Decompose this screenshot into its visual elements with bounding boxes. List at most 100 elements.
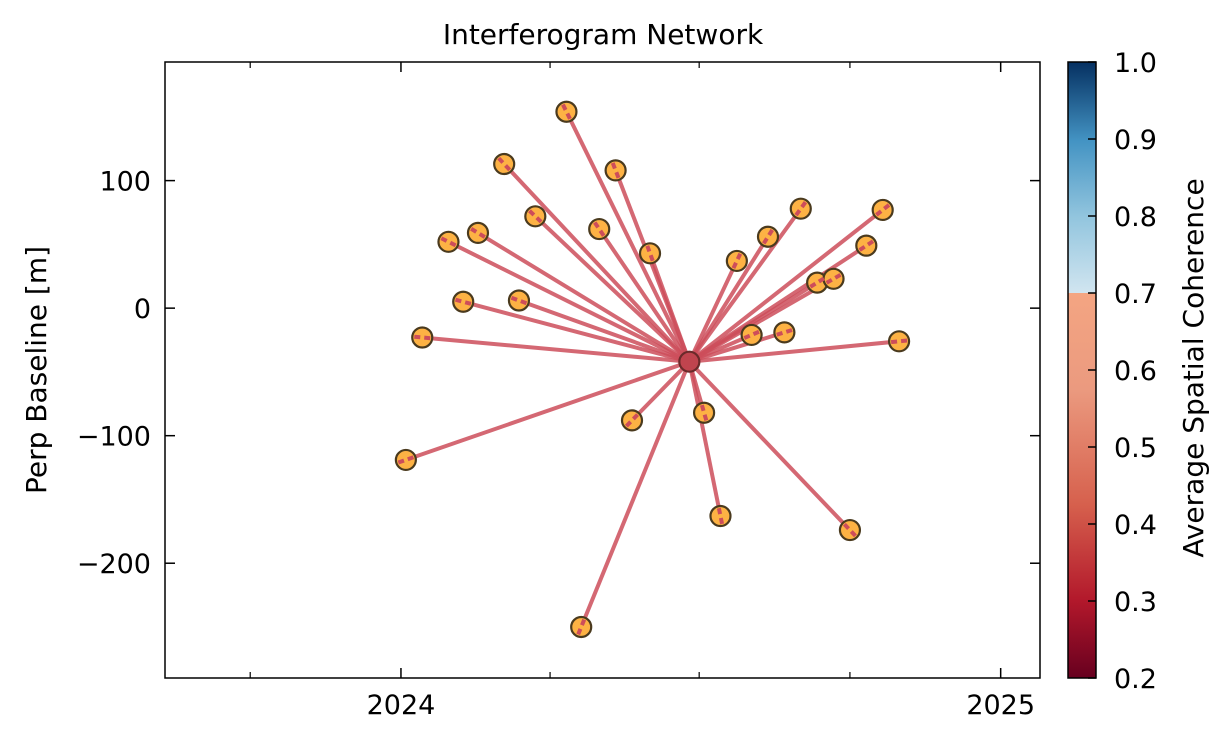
interferogram-line [687,207,803,363]
interferogram-line [462,299,690,364]
interferogram-line-end [825,273,842,285]
y-tick-label: −200 [77,549,151,580]
reference-point [678,350,701,373]
acquisition-point [855,234,878,257]
interferogram-line-end [397,455,415,465]
colorbar-tick-label: 0.3 [1114,587,1157,618]
interferogram-line [502,162,691,364]
colorbar-ticks: 0.2 0.3 0.4 0.5 0.6 0.7 0.8 0.9 1.0 [1088,48,1157,695]
acquisition-point [692,401,716,424]
acquisition-point [588,217,611,241]
interferogram-line-end [593,221,606,237]
interferogram-line-end [743,329,760,340]
colorbar-tick-label: 0.6 [1114,356,1157,387]
colorbar-tick-label: 0.2 [1114,664,1157,695]
colorbar: 0.2 0.3 0.4 0.5 0.6 0.7 0.8 0.9 1.0 Average Spat… [1067,48,1210,695]
acquisition-point [466,221,490,244]
y-axis-label: Perp Baseline [m] [20,246,53,494]
interferogram-line [687,360,852,532]
acquisition-point [887,330,911,353]
interferogram-line [579,360,692,628]
acquisition-point [638,242,662,265]
interferogram-line [422,335,690,364]
acquisition-point [570,615,593,639]
colorbar-tick-label: 0.4 [1114,510,1157,541]
interferogram-line-end [762,228,774,245]
acquisition-point [871,198,894,222]
interferogram-line-end [731,252,743,270]
interferogram-line-end [528,209,543,224]
colorbar-label: Average Spatial Coherence [1177,178,1210,557]
y-tick-label: 0 [134,294,151,325]
interferogram-line-end [624,413,640,428]
acquisition-point [411,326,434,349]
interferogram-line-end [440,236,457,248]
acquisition-point [452,290,475,313]
interferogram-line [648,252,692,363]
interferogram-line [597,227,691,363]
interferogram-line-end [470,227,486,239]
interferogram-line [533,214,691,364]
interferogram-line-end [716,507,725,525]
x-tick-label: 2024 [367,690,436,721]
acquisition-point [756,225,780,248]
colorbar-tick-label: 0.8 [1114,202,1157,233]
interferogram-line-end [576,618,587,636]
acquisition-point [740,323,763,347]
interferogram-line-end [454,297,472,306]
y-tick-label: 100 [99,167,151,198]
axes: 100 0 −100 −200 2024 2025 [77,61,1041,721]
interferogram-line-end [875,203,891,217]
interferogram-line-end [858,239,875,252]
interferogram-line [688,330,785,364]
acquisition-point [394,448,417,472]
interferogram-line-end [510,295,528,306]
interferogram-line-end [414,334,431,341]
interferogram-line-end [561,103,572,120]
interferogram-line-end [809,276,826,289]
interferogram-line [688,208,884,364]
interferogram-line-end [890,338,908,345]
acquisition-point [789,197,812,220]
acquisition-point [620,409,644,432]
colorbar-tick-label: 0.5 [1114,433,1157,464]
interferogram-line-end [842,522,857,538]
interferogram-line [630,360,691,422]
interferogram-line [688,243,868,364]
acquisition-point [437,230,460,253]
acquisition-point [524,205,547,228]
interferogram-line [687,361,723,517]
interferogram-line-end [699,404,709,421]
interferogram-line [518,298,691,364]
plot-frame [164,61,1041,679]
acquisition-point [822,267,845,290]
interferogram-line [689,339,900,364]
acquisition-point [604,159,627,182]
interferogram-line-end [610,162,621,179]
interferogram-line [687,260,739,363]
acquisition-point [493,152,516,176]
colorbar-tick-label: 1.0 [1114,48,1157,79]
acquisition-point [709,504,732,528]
acquisition-point [838,518,862,542]
interferogram-line [447,240,691,364]
interferogram-line [564,110,692,363]
acquisition-point [773,321,796,344]
interferogram-line-end [497,156,512,172]
colorbar-tick-label: 0.7 [1114,279,1157,310]
x-tick-label: 2025 [966,690,1035,721]
plot-area [394,100,911,639]
chart-title: Interferogram Network [443,18,764,51]
colorbar-tick-label: 0.9 [1114,125,1157,156]
colorbar-lower [1068,293,1096,678]
interferogram-line [405,359,690,462]
interferogram-line-end [645,245,655,262]
colorbar-upper [1068,62,1096,293]
acquisition-point [555,100,578,123]
y-tick-label: −100 [77,422,151,453]
interferogram-line-end [776,328,793,337]
acquisition-point [725,249,748,273]
acquisition-point [507,289,531,312]
interferogram-line-end [794,201,808,217]
